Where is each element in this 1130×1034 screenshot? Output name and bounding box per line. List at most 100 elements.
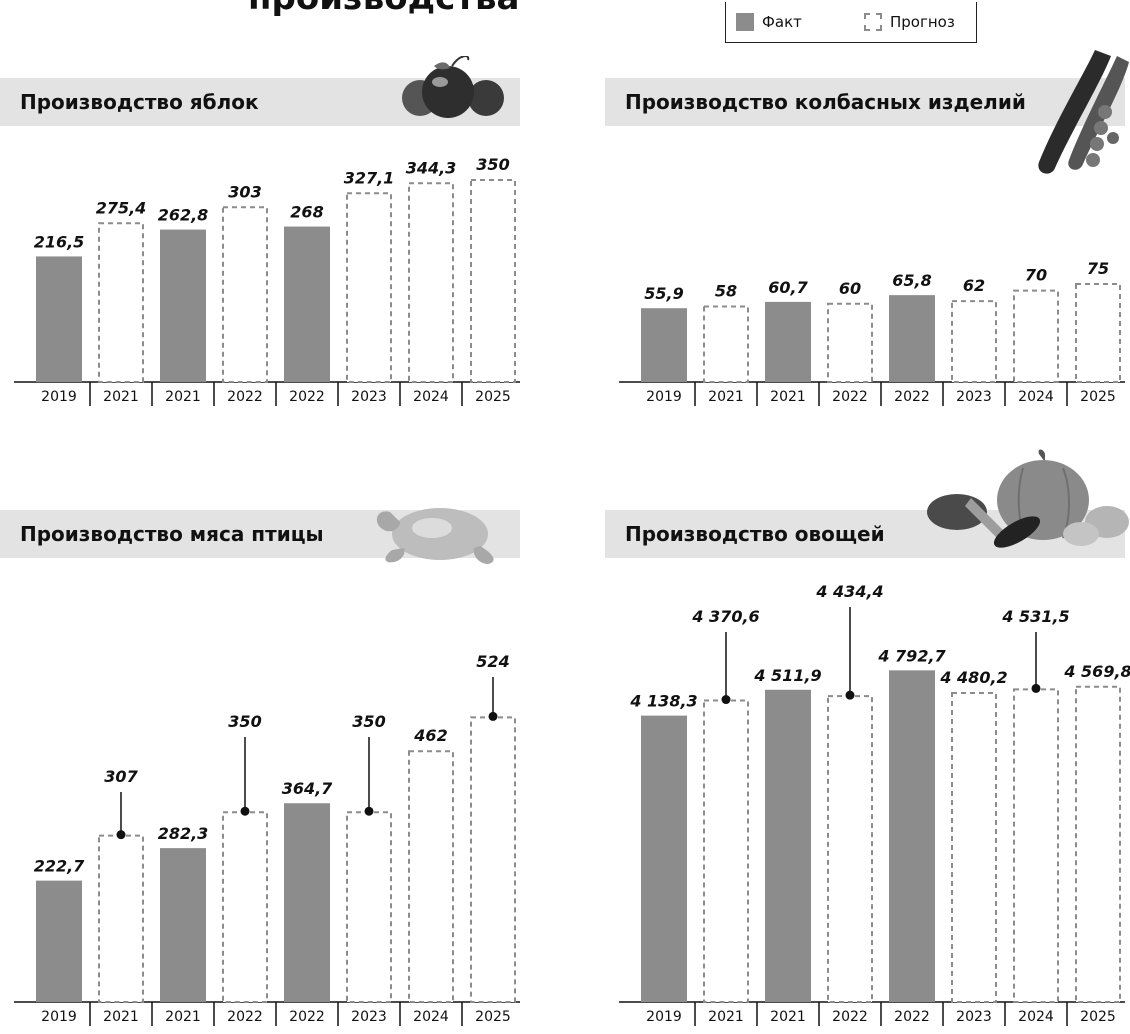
data-label: 364,7	[282, 779, 333, 798]
bar-forecast	[703, 305, 749, 383]
data-label: 524	[476, 652, 509, 671]
leader-dot	[488, 711, 498, 721]
data-label: 75	[1087, 259, 1109, 278]
chart-sausages: 55,9 2019 58 2021 60,7 2021 60 2022 65,8 2022 62 20…	[619, 259, 1125, 406]
bar-forecast	[470, 179, 516, 383]
leader-dot	[721, 695, 731, 705]
tick-label: 2022	[289, 1009, 325, 1025]
bar-forecast	[1013, 289, 1059, 384]
tick-label: 2021	[165, 389, 201, 405]
tick-label: 2024	[1018, 389, 1054, 405]
leader-dot	[364, 806, 374, 816]
legend-swatch-forecast	[864, 13, 882, 31]
leader-dot	[240, 806, 250, 816]
tick-label: 2025	[475, 1009, 511, 1025]
bar-fact	[160, 848, 206, 1002]
tick-label: 2022	[832, 1009, 868, 1025]
tick-label: 2019	[41, 1009, 77, 1025]
bar-forecast	[408, 182, 454, 383]
legend: Факт Прогноз	[725, 2, 977, 43]
data-label: 216,5	[34, 232, 85, 251]
bar-fact	[160, 229, 206, 382]
tick-label: 2021	[770, 389, 806, 405]
leader-dot	[116, 830, 126, 840]
data-label: 307	[104, 767, 138, 786]
tick-label: 2021	[103, 1009, 139, 1025]
vegetables-icon	[927, 449, 1129, 548]
legend-label-forecast: Прогноз	[890, 13, 955, 31]
tick-label: 2023	[351, 1009, 387, 1025]
tick-label: 2023	[956, 389, 992, 405]
tick-label: 2021	[165, 1009, 201, 1025]
tick-label: 2025	[475, 389, 511, 405]
data-label: 222,7	[34, 857, 85, 876]
bar-forecast	[222, 206, 268, 384]
tick-label: 2024	[413, 1009, 449, 1025]
data-label: 4 434,4	[815, 582, 883, 601]
tick-label: 2022	[894, 1009, 930, 1025]
data-label: 58	[715, 281, 737, 300]
data-label: 4 569,8	[1063, 662, 1130, 681]
data-label: 344,3	[406, 158, 457, 177]
bar-forecast	[827, 695, 873, 1003]
bar-forecast	[1075, 685, 1121, 1003]
legend-item-forecast: Прогноз	[864, 12, 955, 32]
data-label: 4 511,9	[753, 666, 821, 685]
tick-label: 2024	[413, 389, 449, 405]
chart-apples: 216,5 2019 275,4 2021 262,8 2021 303 2022 268 202…	[14, 155, 520, 406]
bar-fact	[889, 670, 935, 1002]
bar-forecast	[827, 302, 873, 383]
leader-dot	[1031, 683, 1041, 693]
apples-icon	[402, 56, 504, 118]
data-label: 4 792,7	[877, 646, 946, 665]
data-label: 350	[228, 712, 261, 731]
data-label: 70	[1025, 266, 1047, 285]
bar-forecast	[408, 750, 454, 1003]
tick-label: 2022	[227, 1009, 263, 1025]
legend-item-fact: Факт	[736, 12, 802, 32]
data-label: 275,4	[96, 198, 147, 217]
panel-band	[605, 78, 1125, 126]
panel-title: Производство яблок	[20, 90, 259, 114]
chart-poultry: 222,7 2019 307 2021 282,3 2021 350 2022 364,7 202…	[14, 652, 520, 1026]
tick-label: 2021	[708, 389, 744, 405]
page-title: производства	[248, 0, 519, 18]
bar-forecast	[951, 691, 997, 1004]
bar-fact	[36, 880, 82, 1002]
bar-fact	[889, 295, 935, 382]
chart-vegetables: 4 138,3 2019 4 370,6 2021 4 511,9 2021 4 434,4…	[619, 582, 1130, 1026]
tick-label: 2022	[894, 389, 930, 405]
data-label: 303	[228, 182, 261, 201]
data-label: 62	[963, 276, 985, 295]
panel-poultry: Производство мяса птицы 222,7 2019 307 2021…	[0, 508, 520, 1026]
data-label: 55,9	[644, 284, 683, 303]
tick-label: 2019	[41, 389, 77, 405]
bar-forecast	[703, 699, 749, 1004]
tick-label: 2022	[289, 389, 325, 405]
panel-vegetables: Производство овощей 4 138,3 2019 4 370,6 20…	[605, 449, 1130, 1026]
bar-fact	[641, 715, 687, 1002]
sausages-icon	[1038, 50, 1129, 174]
tick-label: 2023	[351, 389, 387, 405]
tick-label: 2025	[1080, 1009, 1116, 1025]
tick-label: 2019	[646, 389, 682, 405]
panel-sausages: Производство колбасных изделий 55,9 2019 5…	[605, 50, 1129, 478]
panel-title: Производство овощей	[625, 522, 885, 546]
bar-forecast	[1075, 283, 1121, 383]
data-label: 60,7	[768, 278, 808, 297]
panel-apples: Производство яблок 216,5 2019 275,4 2021 262…	[0, 56, 520, 478]
bar-forecast	[98, 834, 144, 1003]
tick-label: 2021	[770, 1009, 806, 1025]
bar-fact	[765, 301, 811, 382]
tick-label: 2019	[646, 1009, 682, 1025]
bar-forecast	[222, 811, 268, 1003]
data-label: 268	[290, 203, 323, 222]
data-label: 4 370,6	[691, 607, 759, 626]
bar-forecast	[346, 192, 392, 384]
panel-title: Производство колбасных изделий	[625, 90, 1026, 114]
tick-label: 2021	[103, 389, 139, 405]
legend-label-fact: Факт	[762, 13, 802, 31]
tick-label: 2022	[832, 389, 868, 405]
tick-label: 2025	[1080, 389, 1116, 405]
chicken-icon	[376, 508, 494, 564]
